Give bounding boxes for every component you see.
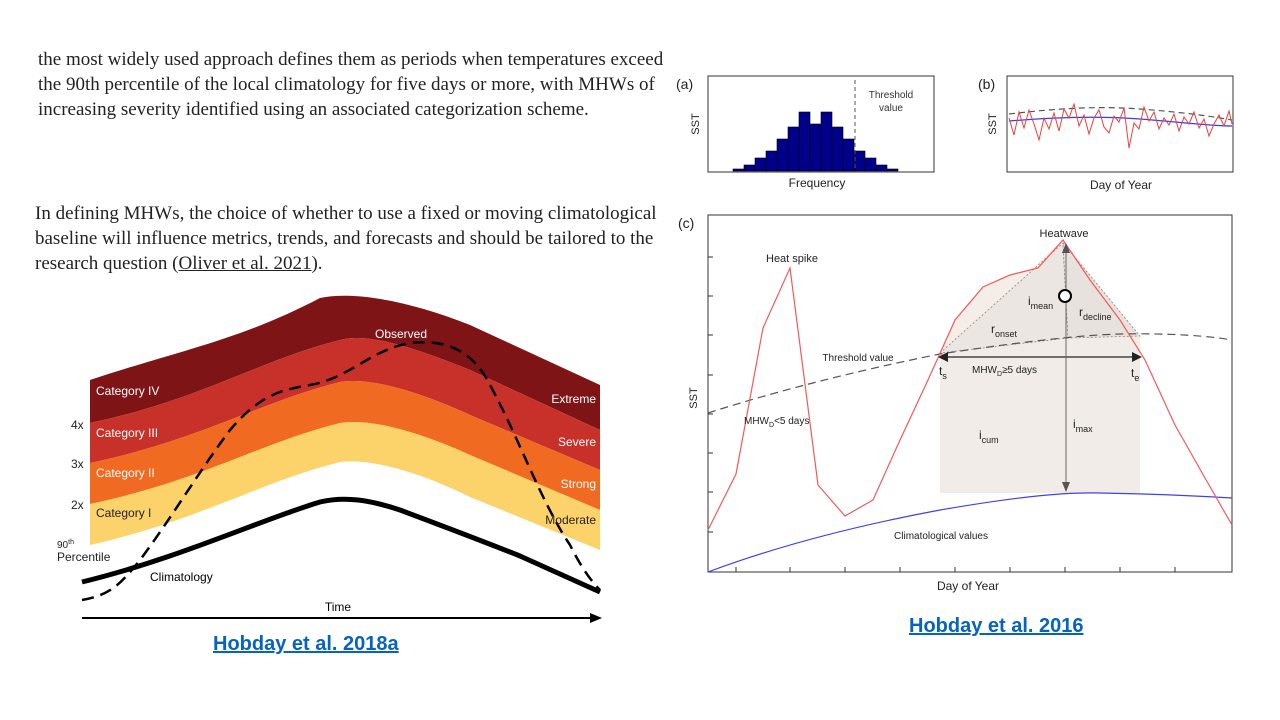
histogram-bar: [787, 126, 800, 172]
paragraph-baseline-text: In defining MHWs, the choice of whether …: [35, 203, 657, 274]
paragraph-baseline: In defining MHWs, the choice of whether …: [35, 201, 665, 276]
histogram-bars: [732, 111, 899, 172]
histogram-bar: [798, 111, 811, 172]
panel-c-xlabel: Day of Year: [937, 579, 999, 593]
t-e-label: te: [1131, 366, 1139, 383]
panel-b-xlabel: Day of Year: [1090, 178, 1152, 192]
category-diagram: Time Category IV Category III Category I…: [57, 295, 602, 623]
category-ii-label: Category II: [96, 466, 155, 480]
panel-b: (b) SST Day of Year: [978, 75, 1234, 192]
climatological-values-label: Climatological values: [894, 531, 988, 542]
panel-b-frame: [1006, 75, 1234, 173]
panel-a: (a) SST Frequency Threshold value: [676, 75, 935, 190]
extreme-label: Extreme: [551, 392, 596, 406]
panel-c-label: (c): [678, 215, 694, 231]
percentile-label: Percentile: [57, 550, 111, 564]
panel-c-frame: [707, 214, 1233, 573]
i-cum-label: icum: [979, 428, 999, 445]
paragraph-baseline-tail: ).: [311, 253, 323, 274]
panel-a-label: (a): [676, 76, 693, 92]
panel-b-sst: [1008, 102, 1233, 149]
panel-b-label: (b): [978, 76, 995, 92]
threshold-label-line1: Threshold: [869, 90, 913, 101]
hobday-2018a-link[interactable]: Hobday et al. 2018a: [213, 633, 399, 655]
multiplier-2x: 2x: [71, 498, 84, 512]
histogram-bar: [776, 138, 789, 172]
heatwave-area: [940, 333, 1140, 493]
histogram-bar: [765, 150, 778, 172]
histogram-bar: [809, 123, 822, 172]
mean-intensity-marker: [1058, 289, 1072, 303]
multiplier-3x: 3x: [71, 457, 84, 471]
mhw-short-label: MHWD<5 days: [744, 416, 809, 429]
percentile-superscript: th: [68, 539, 74, 546]
heat-spike-label: Heat spike: [766, 253, 818, 265]
sst-curve: [707, 239, 1233, 531]
panel-a-xlabel: Frequency: [789, 176, 846, 190]
climatology-curve: [707, 492, 1233, 573]
threshold-value-label: Threshold value: [822, 353, 894, 364]
severe-label: Severe: [558, 435, 596, 449]
percentile-number: 90th: [57, 539, 74, 551]
category-i-label: Category I: [96, 506, 151, 520]
climatology-line: [81, 496, 602, 595]
observed-line: [81, 341, 601, 602]
band-category-iv: [90, 295, 600, 430]
panel-a-frame: [707, 75, 935, 173]
histogram-bar: [831, 126, 844, 172]
category-iii-label: Category III: [96, 426, 158, 440]
t-s-label: ts: [939, 364, 947, 381]
histogram-bar: [875, 164, 888, 172]
band-category-iii: [90, 338, 600, 470]
paragraph-definition: the most widely used approach defines th…: [38, 49, 664, 120]
histogram-bar: [886, 168, 899, 172]
histogram-bar: [820, 111, 833, 172]
panel-c: (c) SST Day of Year: [678, 214, 1233, 593]
histogram-bar: [743, 164, 756, 172]
histogram-bar: [754, 157, 767, 172]
r-decline-label: rdecline: [1079, 305, 1112, 322]
threshold-label-line2: value: [879, 103, 903, 114]
panel-b-ylabel: SST: [987, 113, 999, 135]
max-arrow-top-icon: [1062, 243, 1070, 253]
threshold-curve: [707, 333, 1233, 414]
panel-c-ticks: [708, 256, 1176, 572]
histogram-bar: [853, 150, 866, 172]
category-iv-label: Category IV: [96, 384, 159, 398]
duration-arrow-right-icon: [1132, 352, 1142, 362]
band-category-ii: [90, 381, 600, 510]
panel-c-ylabel: SST: [688, 387, 700, 409]
duration-arrow-left-icon: [938, 352, 948, 362]
oliver-2021-link[interactable]: Oliver et al. 2021: [178, 253, 312, 274]
mhw-long-label: MHWD≥5 days: [972, 365, 1037, 378]
panel-b-threshold: [1008, 107, 1233, 121]
hobday-2016-link[interactable]: Hobday et al. 2016: [909, 615, 1084, 637]
r-onset-label: ronset: [991, 322, 1018, 339]
climatology-label: Climatology: [150, 570, 213, 584]
multiplier-4x: 4x: [71, 418, 84, 432]
max-arrow-bottom-icon: [1062, 482, 1070, 492]
moderate-label: Moderate: [545, 513, 596, 527]
heatwave-label: Heatwave: [1040, 228, 1089, 240]
panel-a-ylabel: SST: [690, 113, 702, 135]
panel-b-climatology: [1008, 116, 1233, 127]
strong-label: Strong: [561, 477, 596, 491]
i-max-label: imax: [1073, 417, 1093, 434]
histogram-bar: [732, 168, 745, 172]
observed-label: Observed: [375, 327, 427, 341]
histogram-bar: [864, 157, 877, 172]
i-mean-label: imean: [1028, 294, 1053, 311]
time-arrow-icon: [590, 613, 602, 623]
time-label: Time: [325, 600, 352, 614]
histogram-bar: [842, 138, 855, 172]
